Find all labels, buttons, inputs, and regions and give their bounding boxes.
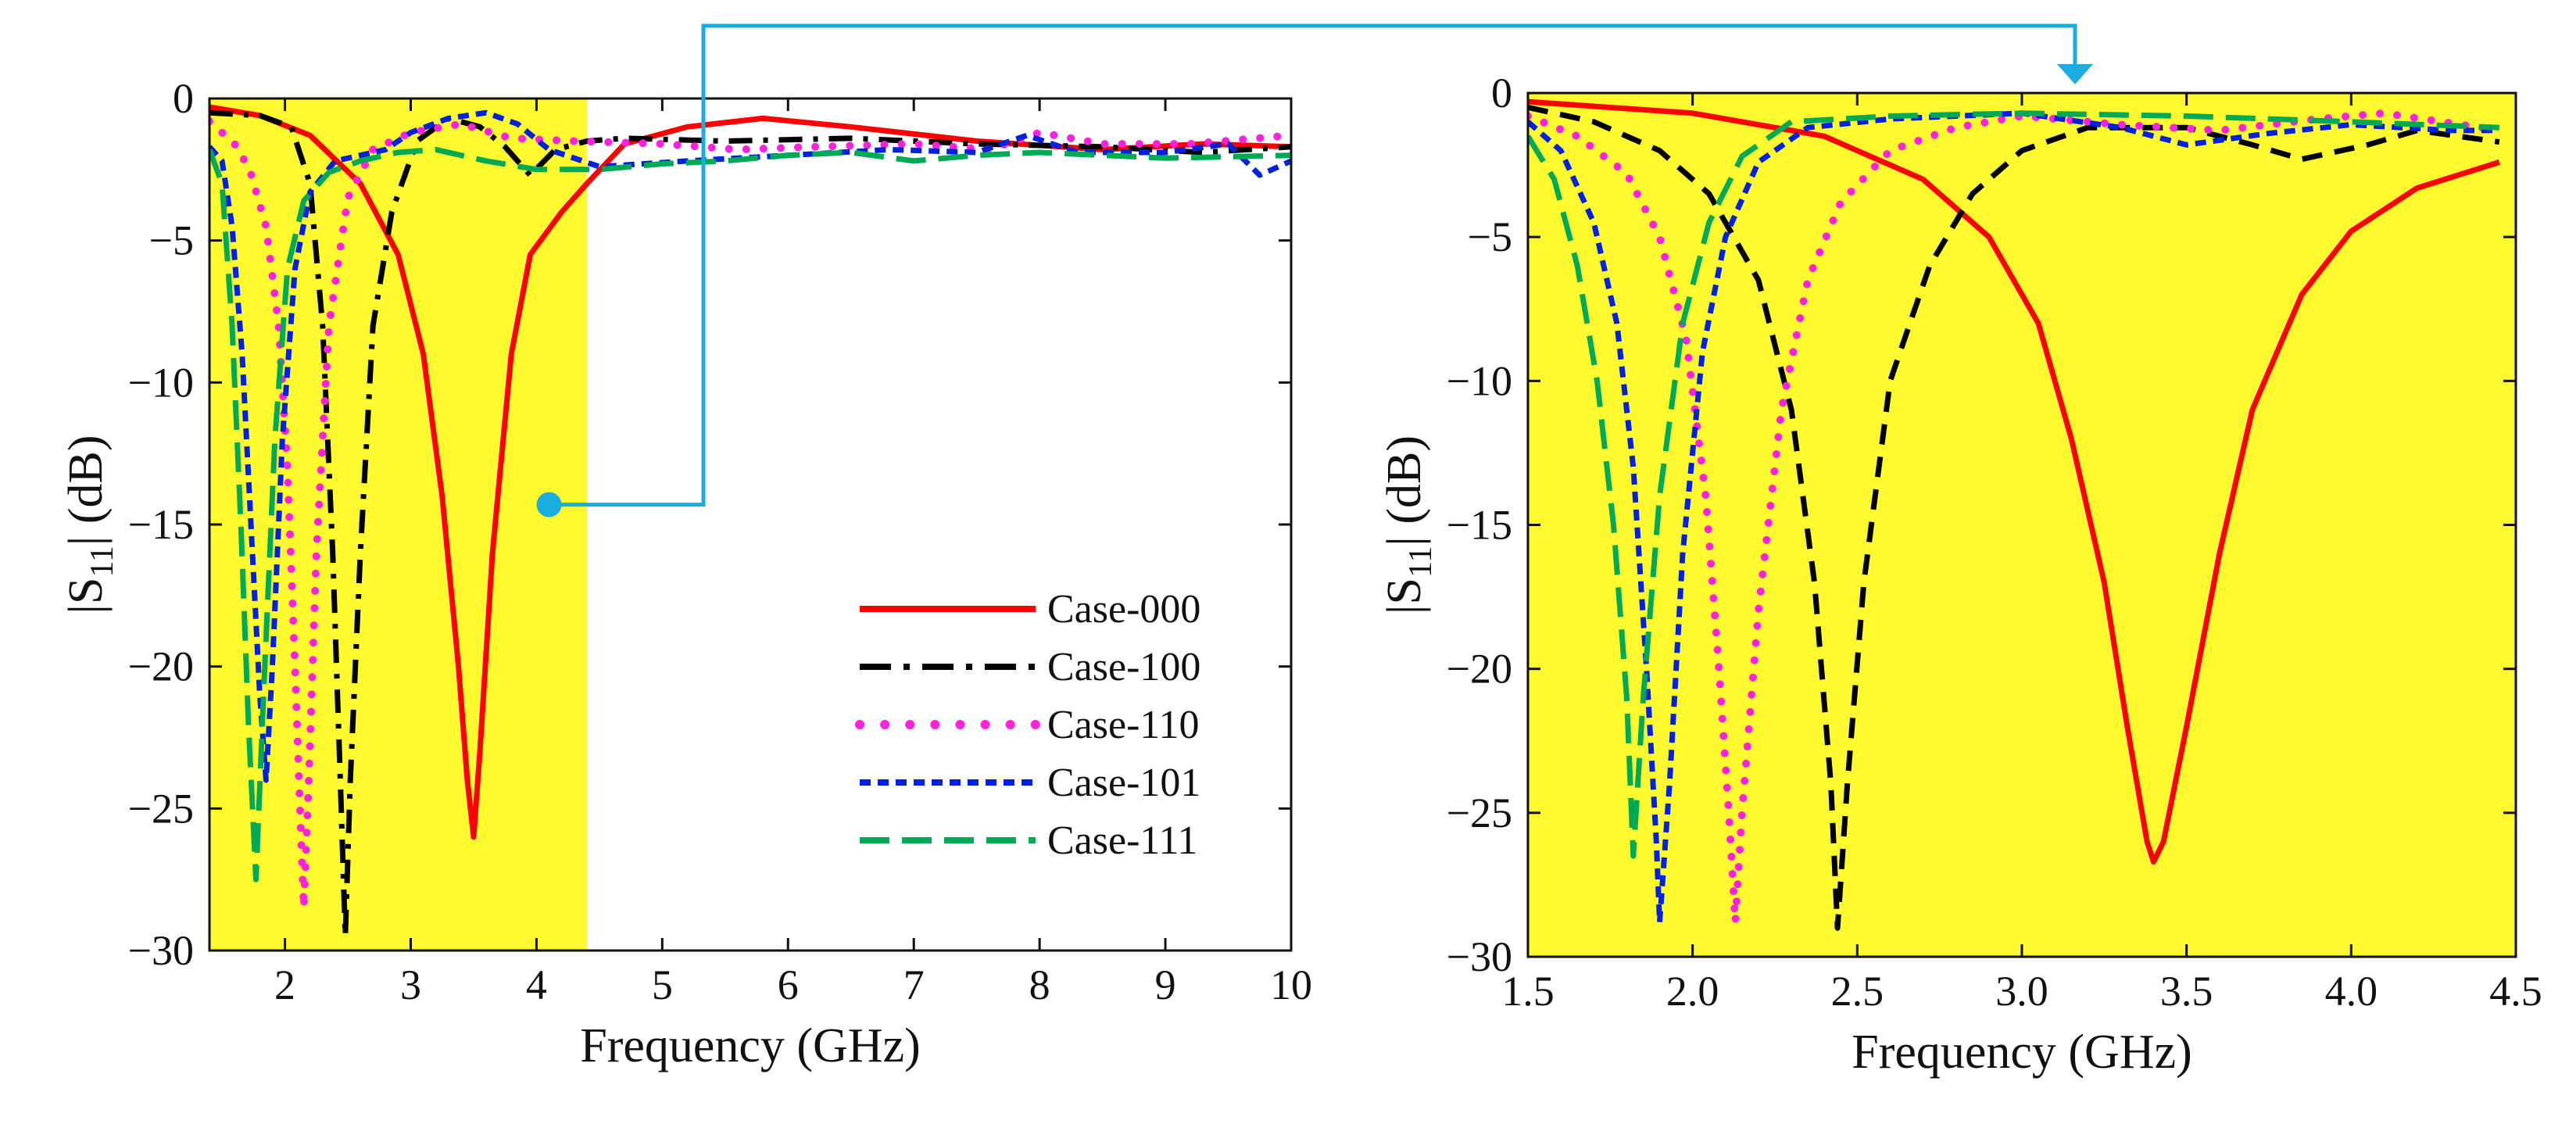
y-tick-label: 0 <box>1491 70 1512 116</box>
x-tick-label: 2.0 <box>1666 968 1719 1015</box>
x-tick-label: 5 <box>652 961 673 1008</box>
connector-dot <box>536 492 562 517</box>
legend-label-case-101: Case-101 <box>1047 761 1200 805</box>
y-tick-label: −30 <box>128 927 194 974</box>
y-tick-label: −20 <box>1447 646 1512 693</box>
y-tick-label: −20 <box>128 643 194 690</box>
y-axis-label-subscript: 11 <box>84 546 120 577</box>
legend-label-case-100: Case-100 <box>1047 645 1200 689</box>
series-line-case-101 <box>209 109 1291 783</box>
connector-arrowhead <box>2057 64 2093 84</box>
y-tick-label: −10 <box>1447 357 1512 404</box>
y-axis-label: |S11| (dB) <box>1378 435 1439 614</box>
y-tick-label: −10 <box>128 359 194 406</box>
series-line-case-100 <box>209 109 1291 940</box>
x-tick-label: 9 <box>1155 961 1176 1008</box>
series-line-case-110 <box>1528 109 2503 926</box>
x-tick-label: 7 <box>903 961 925 1008</box>
y-tick-label: −5 <box>149 217 194 264</box>
legend: Case-000 Case-100 Case-110 Case-101 Case-111 <box>855 587 1200 863</box>
y-axis-label: |S11| (dB) <box>59 435 120 614</box>
x-tick-label: 8 <box>1029 961 1050 1008</box>
x-tick-label: 3.5 <box>2160 968 2213 1015</box>
y-tick-label: −25 <box>128 785 194 832</box>
series-group <box>209 104 1291 940</box>
series-line-case-101 <box>1528 110 2499 926</box>
y-tick-label: 0 <box>173 75 194 122</box>
legend-label-case-000: Case-000 <box>1047 587 1200 632</box>
x-tick-label: 6 <box>778 961 799 1008</box>
x-axis-label: Frequency (GHz) <box>580 1019 921 1072</box>
series-line-case-111 <box>209 146 1291 883</box>
panel-left: 2 3 4 5 6 7 8 9 10 0 −5 −10 −15 −20 −25 −30 Frequency (G… <box>59 75 1312 1072</box>
x-tick-label: 1.5 <box>1501 968 1555 1015</box>
panel-right: 1.5 2.0 2.5 3.0 3.5 4.0 4.5 0 −5 −10 −15 −20 −25 −30 F… <box>1378 70 2542 1079</box>
y-tick-label: −25 <box>1447 789 1512 836</box>
highlight-band <box>209 98 587 951</box>
plot-background <box>1528 93 2516 957</box>
series-line-case-111 <box>1528 110 2500 859</box>
series-group <box>1528 98 2503 931</box>
series-line-case-000 <box>1528 98 2500 865</box>
x-tick-label: 3 <box>400 961 421 1008</box>
x-axis-label: Frequency (GHz) <box>1852 1026 2192 1079</box>
x-tick-label: 2.5 <box>1831 968 1884 1015</box>
x-tick-label: 2 <box>274 961 295 1008</box>
series-line-case-100 <box>1528 104 2500 931</box>
y-axis-label-tail: | (dB) <box>59 435 113 546</box>
y-axis-label-main: |S <box>1378 578 1431 614</box>
x-tick-label: 4.0 <box>2325 968 2378 1015</box>
y-axis-label-subscript: 11 <box>1403 546 1439 578</box>
y-tick-label: −5 <box>1468 213 1512 260</box>
legend-label-case-110: Case-110 <box>1047 703 1199 747</box>
x-tick-label: 4 <box>526 961 547 1008</box>
x-tick-label: 3.0 <box>1995 968 2048 1015</box>
y-tick-label: −15 <box>1447 502 1512 549</box>
x-tick-label: 4.5 <box>2489 968 2542 1015</box>
y-tick-label: −15 <box>128 501 194 548</box>
y-axis-label-main: |S <box>59 578 113 614</box>
legend-label-case-111: Case-111 <box>1047 818 1198 863</box>
x-tick-label: 10 <box>1270 961 1312 1008</box>
series-line-case-110 <box>209 117 1291 912</box>
connector-line <box>549 23 2077 507</box>
zoom-connector <box>536 23 2093 517</box>
series-line-case-000 <box>209 104 1291 840</box>
y-tick-label: −30 <box>1447 933 1512 980</box>
y-axis-label-tail: | (dB) <box>1378 435 1431 546</box>
